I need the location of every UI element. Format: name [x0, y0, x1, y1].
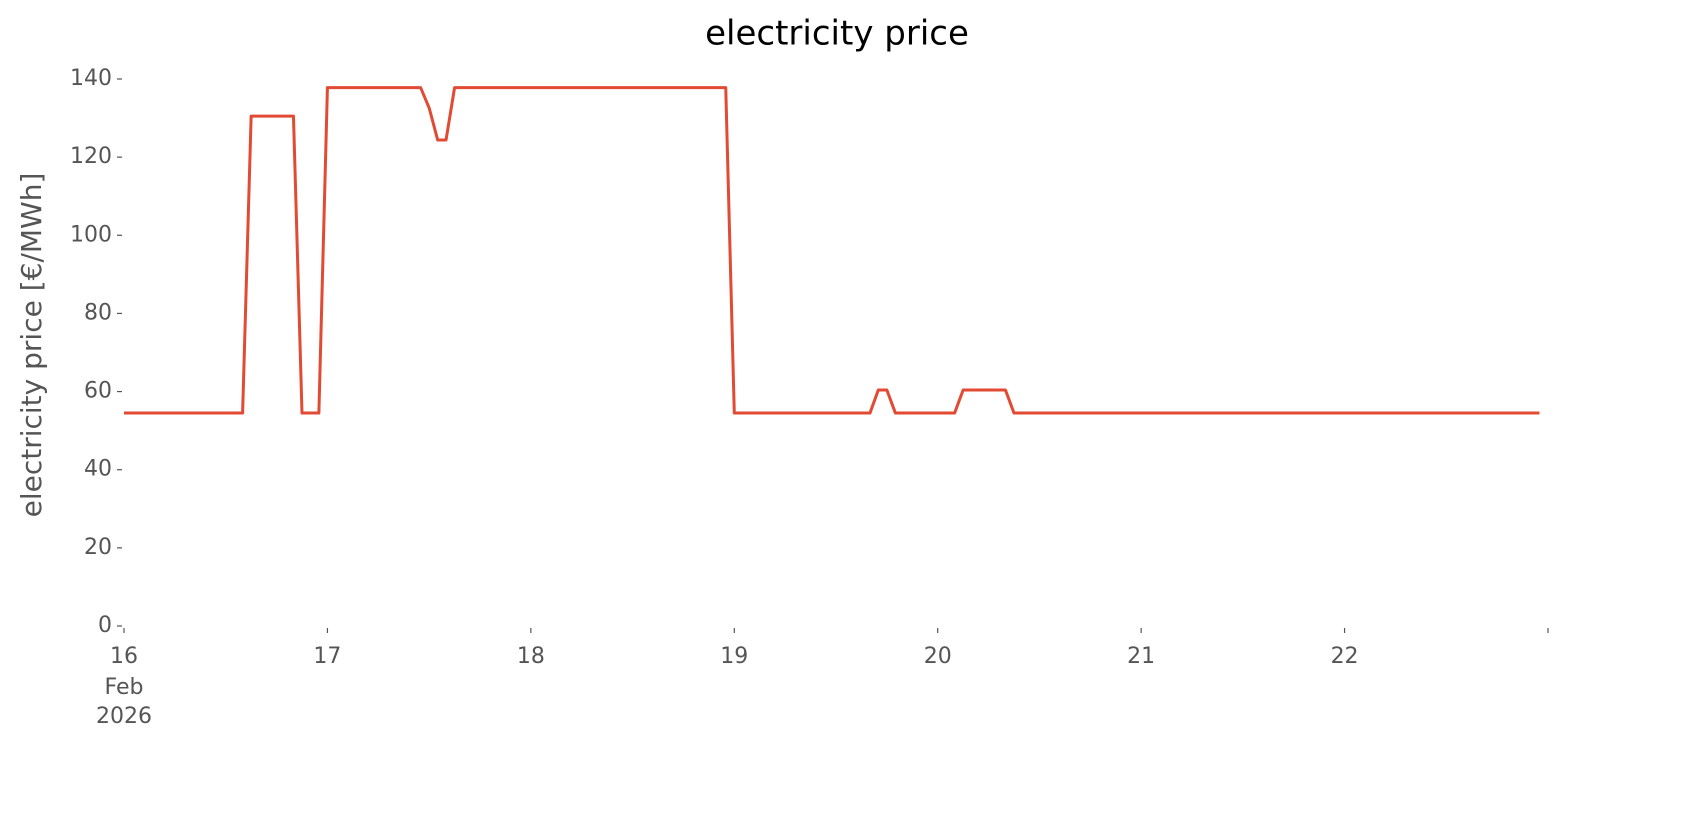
y-tick-label: 140 [70, 66, 112, 91]
x-tick-label: 20 [924, 644, 952, 669]
y-tick-label: 60 [84, 379, 112, 404]
x-tick-label: 19 [720, 644, 748, 669]
x-date-label: Feb [105, 675, 144, 700]
y-tick-label: 80 [84, 300, 112, 325]
x-tick-label: 18 [517, 644, 545, 669]
y-tick-label: 0 [98, 613, 112, 638]
y-tick-label: 40 [84, 457, 112, 482]
y-tick-label: 100 [70, 222, 112, 247]
price-line [124, 86, 1540, 415]
x-tick-label: 21 [1127, 644, 1155, 669]
x-tick-label: 16 [110, 644, 138, 669]
x-date-label: 2026 [96, 704, 152, 729]
y-tick-label: 20 [84, 535, 112, 560]
y-tick-label: 120 [70, 144, 112, 169]
chart-title: electricity price [705, 14, 969, 54]
x-tick-label: 22 [1331, 644, 1359, 669]
x-tick-label: 17 [313, 644, 341, 669]
y-axis-label: electricity price [€/MWh] [15, 173, 48, 518]
